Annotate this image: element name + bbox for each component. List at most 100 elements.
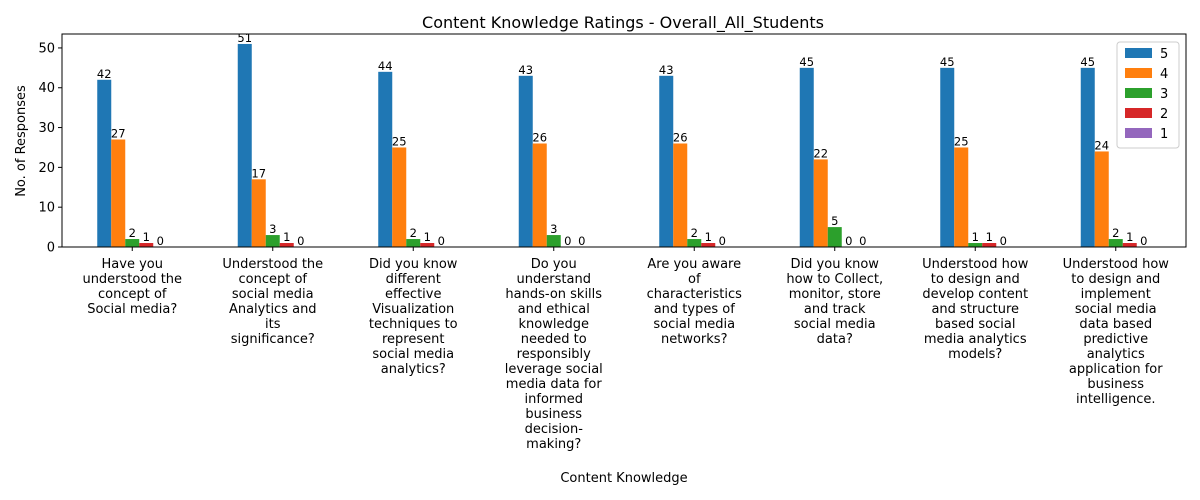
bar	[1080, 67, 1095, 247]
x-tick-label: Have you understood the concept of Social m…	[82, 257, 182, 317]
y-axis: 0 10 20 30 40 50	[38, 41, 62, 256]
bar	[265, 235, 280, 247]
bar-value-label: 43	[518, 63, 533, 77]
legend: 5 4 3 2 1	[1116, 41, 1180, 149]
bar-value-label: 0	[157, 234, 164, 248]
bar	[125, 239, 140, 247]
bar	[954, 147, 969, 247]
bar	[378, 71, 393, 247]
bar-value-label: 0	[1000, 234, 1007, 248]
bar-value-label: 51	[237, 31, 252, 45]
legend-swatch	[1125, 128, 1152, 138]
bar-value-label: 0	[578, 234, 585, 248]
legend-swatch	[1125, 68, 1152, 78]
bar-value-label: 43	[659, 63, 674, 77]
y-axis-label: No. of Responses	[14, 85, 29, 197]
bar-value-label: 26	[532, 130, 547, 144]
bar	[982, 243, 997, 247]
bar-value-label: 5	[831, 214, 838, 228]
chart-title: Content Knowledge Ratings - Overall_All_…	[422, 13, 824, 33]
bar	[532, 143, 547, 247]
x-tick-label: Are you aware of characteristics and types …	[647, 257, 742, 347]
bar	[406, 239, 421, 247]
bar	[279, 243, 294, 247]
bar	[237, 43, 252, 247]
bar-value-label: 2	[691, 226, 698, 240]
bar	[392, 147, 407, 247]
bar-value-label: 0	[845, 234, 852, 248]
bar	[1094, 151, 1109, 247]
bar-value-label: 24	[1094, 138, 1109, 152]
bar-value-label: 45	[1080, 55, 1095, 69]
x-tick-label: Understood how to design and implement soci…	[1063, 257, 1170, 407]
bar	[940, 67, 955, 247]
bar	[1108, 239, 1123, 247]
bar	[673, 143, 688, 247]
bar-value-label: 1	[424, 230, 431, 244]
bar-value-label: 1	[1126, 230, 1133, 244]
legend-label: 1	[1160, 127, 1168, 142]
bar-value-label: 44	[378, 59, 393, 73]
bar	[139, 243, 154, 247]
bar-value-label: 25	[392, 134, 407, 148]
legend-label: 5	[1160, 47, 1168, 62]
legend-label: 2	[1160, 107, 1168, 122]
y-tick-label: 40	[38, 81, 55, 96]
x-tick-label: Did you know how to Collect, monitor, stor…	[786, 257, 883, 347]
x-tick-label: Did you know different effective Visualizat…	[369, 257, 458, 377]
bar-value-label: 1	[283, 230, 290, 244]
bar-value-label: 42	[97, 67, 112, 81]
bar-value-label: 0	[438, 234, 445, 248]
bar	[518, 75, 533, 247]
bar	[420, 243, 435, 247]
bar	[111, 139, 126, 247]
legend-label: 3	[1160, 87, 1168, 102]
x-axis-label: Content Knowledge	[560, 471, 687, 486]
bar-value-label: 26	[673, 130, 688, 144]
bar-value-label: 45	[940, 55, 955, 69]
x-axis: Have you understood the concept of Social m…	[82, 247, 1169, 452]
bar	[97, 79, 112, 247]
bars-group	[97, 43, 1137, 247]
legend-swatch	[1125, 88, 1152, 98]
bar-value-label: 1	[705, 230, 712, 244]
bar-value-label: 3	[550, 222, 557, 236]
bar-value-label: 2	[410, 226, 417, 240]
bar-value-label: 45	[799, 55, 814, 69]
bar-value-label: 2	[129, 226, 136, 240]
bar-value-label: 1	[143, 230, 150, 244]
bar	[813, 159, 828, 247]
y-tick-label: 50	[38, 41, 55, 56]
bar-value-label: 0	[859, 234, 866, 248]
legend-swatch	[1125, 48, 1152, 58]
bar-value-label: 27	[111, 127, 126, 141]
x-tick-label: Do you understand hands-on skills and ethic…	[505, 257, 603, 452]
bar	[827, 227, 842, 247]
plot-frame	[61, 33, 1187, 248]
x-tick-label: Understood how to design and develop conte…	[922, 257, 1029, 362]
y-tick-label: 30	[38, 121, 55, 136]
bar-value-label: 22	[813, 146, 828, 160]
bar-value-label: 0	[297, 234, 304, 248]
bar-value-label: 25	[954, 134, 969, 148]
bar	[1122, 243, 1137, 247]
bar-value-label: 0	[719, 234, 726, 248]
bar-value-label: 2	[1112, 226, 1119, 240]
bar	[799, 67, 814, 247]
bar-value-label: 3	[269, 222, 276, 236]
y-tick-label: 20	[38, 161, 55, 176]
bar	[251, 179, 266, 247]
bar	[546, 235, 561, 247]
y-tick-label: 10	[38, 201, 55, 216]
bar-value-label: 0	[1140, 234, 1147, 248]
bar-value-label: 1	[972, 230, 979, 244]
y-tick-label: 0	[47, 241, 55, 256]
bar	[687, 239, 702, 247]
x-tick-label: Understood the concept of social media Anal…	[222, 257, 323, 347]
bar	[659, 75, 674, 247]
legend-swatch	[1125, 108, 1152, 118]
legend-label: 4	[1160, 67, 1168, 82]
bar-value-label: 17	[251, 166, 266, 180]
